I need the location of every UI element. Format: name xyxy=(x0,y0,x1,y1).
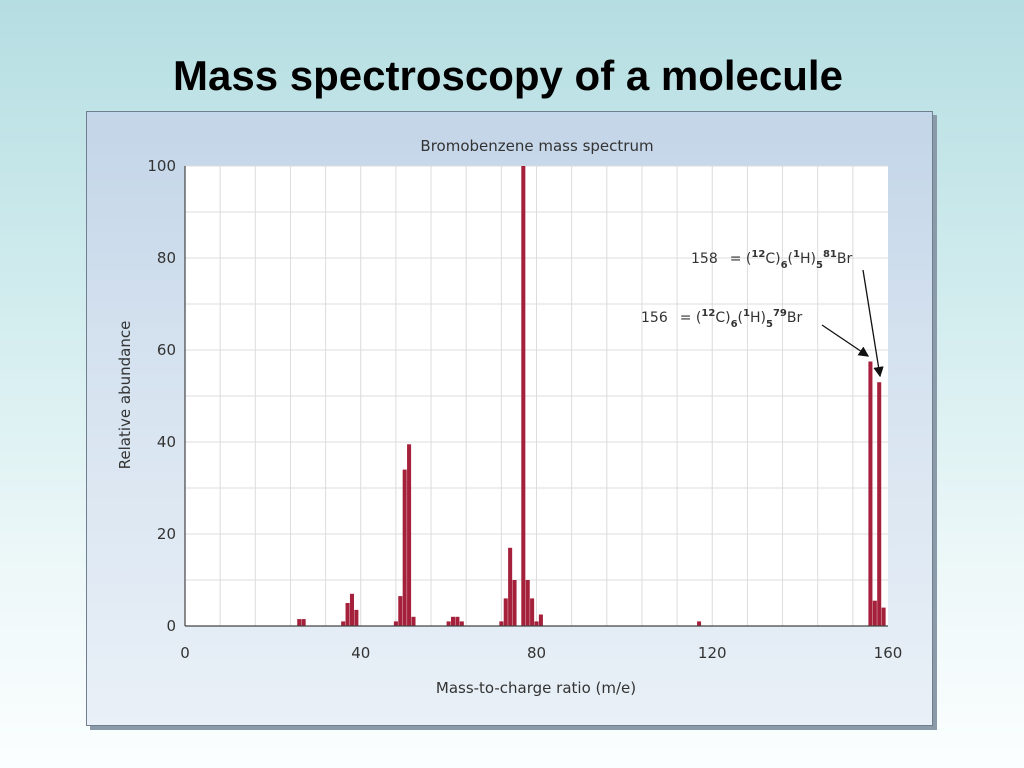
grid-lines xyxy=(185,165,888,626)
bar-mz-157 xyxy=(872,600,877,626)
y-tick-label: 100 xyxy=(147,157,176,175)
bar-mz-60 xyxy=(446,621,451,626)
bar-mz-37 xyxy=(345,603,350,626)
y-tick-label: 80 xyxy=(157,249,176,267)
bar-mz-159 xyxy=(881,607,886,626)
bar-mz-38 xyxy=(349,593,354,626)
bar-mz-77 xyxy=(521,166,526,626)
bar-mz-27 xyxy=(301,619,306,626)
x-axis-label: Mass-to-charge ratio (m/e) xyxy=(436,679,636,697)
x-tick-label: 0 xyxy=(180,644,190,662)
bar-mz-63 xyxy=(459,621,464,626)
annotation-156: 156 = (12C)6(1H)579Br xyxy=(641,308,802,330)
bar-mz-79 xyxy=(530,598,535,626)
bars-group xyxy=(297,166,886,626)
chart-title: Bromobenzene mass spectrum xyxy=(420,137,653,155)
bar-mz-80 xyxy=(534,621,539,626)
bar-mz-73 xyxy=(503,598,508,626)
y-tick-label: 0 xyxy=(166,617,176,635)
bar-mz-156 xyxy=(868,361,873,626)
annotation-158: 158 = (12C)6(1H)581Br xyxy=(691,249,852,271)
y-tick-label: 60 xyxy=(157,341,176,359)
bar-mz-51 xyxy=(407,444,412,626)
bar-mz-75 xyxy=(512,580,517,626)
bar-mz-26 xyxy=(297,619,302,626)
arrow-156 xyxy=(821,324,870,357)
arrow-158 xyxy=(862,269,884,378)
x-tick-label: 40 xyxy=(351,644,370,662)
y-tick-label: 20 xyxy=(157,525,176,543)
slide-title: Mass spectroscopy of a molecule xyxy=(173,52,843,99)
bar-mz-62 xyxy=(455,616,460,626)
bar-mz-61 xyxy=(450,616,456,626)
bar-mz-52 xyxy=(411,616,416,626)
bar-mz-117 xyxy=(697,621,702,626)
bar-mz-78 xyxy=(525,580,530,626)
x-tick-label: 80 xyxy=(527,644,546,662)
bar-mz-39 xyxy=(354,609,359,626)
y-axis-label: Relative abundance xyxy=(116,321,134,470)
tick-labels: 0 40 80 120 160 0 20 40 60 80 100 xyxy=(147,157,902,662)
bar-mz-72 xyxy=(499,621,504,626)
y-tick-label: 40 xyxy=(157,433,176,451)
bar-mz-74 xyxy=(508,547,513,626)
bar-mz-48 xyxy=(393,621,398,626)
x-tick-label: 120 xyxy=(698,644,727,662)
bar-mz-81 xyxy=(538,614,543,626)
bar-mz-50 xyxy=(402,469,407,626)
x-tick-label: 160 xyxy=(874,644,903,662)
bar-mz-158 xyxy=(877,382,882,626)
bar-mz-49 xyxy=(398,596,403,626)
bar-mz-36 xyxy=(341,621,346,626)
